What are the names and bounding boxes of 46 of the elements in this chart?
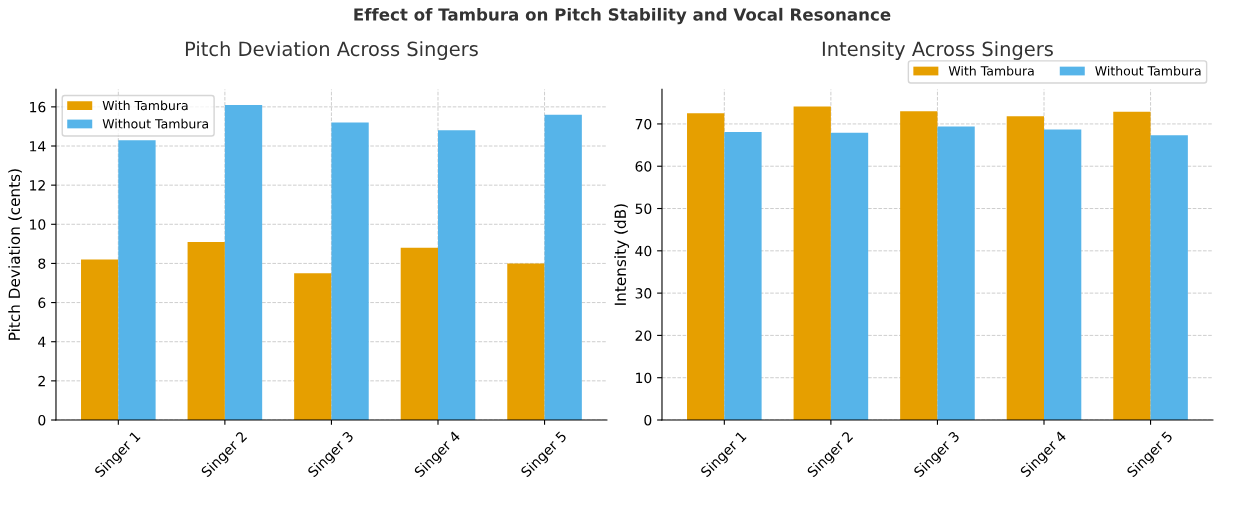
bar [400,247,438,420]
legend-label: With Tambura [102,100,188,111]
bar [1044,129,1082,420]
y-axis-title: Pitch Deviation (cents) [8,169,22,340]
bar [118,140,156,420]
y-tick-label: 40 [635,245,652,257]
y-tick-label: 8 [38,258,46,269]
legend-label: With Tambura [948,65,1034,76]
bar [830,132,869,420]
y-tick-label: 0 [38,414,46,426]
bar [687,113,725,420]
y-tick-label: 20 [635,330,652,341]
y-tick-label: 12 [30,180,45,191]
bar [544,114,582,420]
y-tick-label: 14 [30,141,46,152]
y-tick-label: 0 [644,414,652,426]
bar [900,111,938,420]
bar [294,273,332,420]
bar [724,131,762,420]
bar [1113,111,1151,420]
y-tick-label: 6 [38,297,46,309]
bar [224,104,263,420]
y-tick-label: 70 [635,118,652,130]
bar [331,122,369,420]
bar [937,126,975,420]
text: Effect of Tambura on Pitch Stability and Vocal Resonance [354,7,891,25]
bar [187,241,225,420]
y-tick-label: 16 [30,101,46,113]
y-axis-title: Intensity (dB) [614,204,630,305]
legend-label: Without Tambura [102,118,208,129]
chart-title: Intensity Across Singers [822,41,1053,60]
y-tick-label: 30 [635,288,652,299]
y-tick-label: 10 [30,219,46,230]
y-tick-label: 60 [635,161,652,172]
y-tick-label: 4 [38,336,46,347]
bar [81,259,119,420]
y-tick-label: 50 [635,203,652,214]
y-tick-label: 2 [38,375,45,387]
y-tick-label: 10 [636,372,652,384]
bar [793,106,831,420]
bar [438,130,476,420]
chart-title: Pitch Deviation Across Singers [185,41,478,60]
legend-label: Without Tambura [1095,65,1201,76]
bar [1006,116,1044,420]
bar [1150,135,1188,420]
bar [507,263,545,420]
